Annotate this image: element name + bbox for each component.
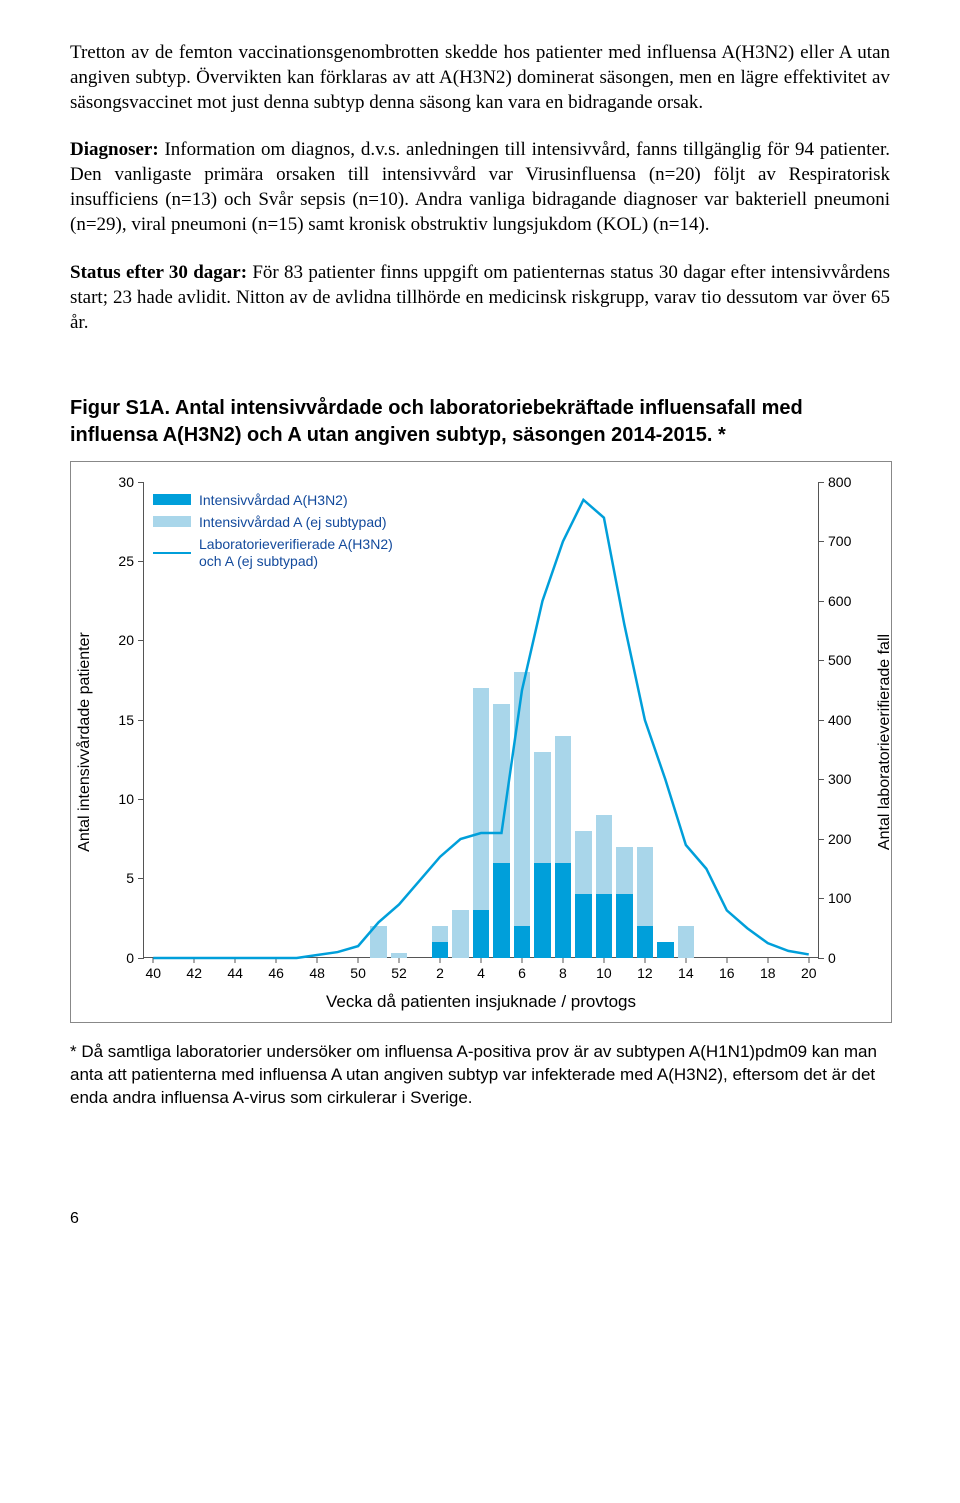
x-tick: 8 — [559, 965, 567, 981]
y-left-tick: 0 — [126, 950, 134, 966]
x-tick: 44 — [227, 965, 243, 981]
paragraph-2: Diagnoser: Information om diagnos, d.v.s… — [70, 137, 890, 237]
page-number: 6 — [70, 1210, 890, 1228]
x-tick: 12 — [637, 965, 653, 981]
x-tick: 14 — [678, 965, 694, 981]
x-tick: 4 — [477, 965, 485, 981]
y-left-tick: 5 — [126, 870, 134, 886]
legend-item-2: Intensivvårdad A (ej subtypad) — [199, 514, 387, 530]
x-tick: 2 — [436, 965, 444, 981]
x-tick: 20 — [801, 965, 817, 981]
x-tick: 16 — [719, 965, 735, 981]
y-right-tick: 300 — [828, 771, 851, 787]
y-left-tick: 15 — [118, 712, 134, 728]
paragraph-3: Status efter 30 dagar: För 83 patienter … — [70, 260, 890, 335]
x-tick: 18 — [760, 965, 776, 981]
y-right-tick: 200 — [828, 831, 851, 847]
paragraph-1: Tretton av de femton vaccinationsgenombr… — [70, 40, 890, 115]
y-left-tick: 10 — [118, 791, 134, 807]
x-tick: 40 — [145, 965, 161, 981]
figure-footnote: * Då samtliga laboratorier undersöker om… — [70, 1041, 890, 1110]
x-axis-label: Vecka då patienten insjuknade / provtogs — [326, 992, 636, 1012]
y-axis-right-label: Antal laboratorieverifierade fall — [876, 634, 894, 850]
x-tick: 46 — [268, 965, 284, 981]
y-right-tick: 400 — [828, 712, 851, 728]
y-left-tick: 30 — [118, 474, 134, 490]
y-right-tick: 100 — [828, 890, 851, 906]
y-right-tick: 700 — [828, 533, 851, 549]
x-tick: 6 — [518, 965, 526, 981]
para2-label: Diagnoser: — [70, 139, 159, 160]
y-right-tick: 800 — [828, 474, 851, 490]
x-tick: 48 — [309, 965, 325, 981]
legend-item-3: Laboratorieverifierade A(H3N2) och A (ej… — [199, 536, 409, 570]
x-tick: 50 — [350, 965, 366, 981]
x-tick: 52 — [391, 965, 407, 981]
x-tick: 42 — [186, 965, 202, 981]
y-left-tick: 20 — [118, 632, 134, 648]
chart-container: 0 5 10 15 20 25 30 0 100 200 300 400 500 600 700 800 4… — [70, 461, 892, 1023]
y-left-tick: 25 — [118, 553, 134, 569]
legend-item-1: Intensivvårdad A(H3N2) — [199, 492, 348, 508]
x-tick: 10 — [596, 965, 612, 981]
para3-label: Status efter 30 dagar: — [70, 262, 247, 283]
y-right-tick: 600 — [828, 593, 851, 609]
chart-legend: Intensivvårdad A(H3N2) Intensivvårdad A … — [153, 492, 409, 576]
para2-text: Information om diagnos, d.v.s. anledning… — [70, 139, 890, 235]
y-axis-left-label: Antal intensivvårdade patienter — [76, 632, 94, 852]
y-right-tick: 0 — [828, 950, 836, 966]
figure-title: Figur S1A. Antal intensivvårdade och lab… — [70, 395, 890, 449]
y-right-tick: 500 — [828, 652, 851, 668]
